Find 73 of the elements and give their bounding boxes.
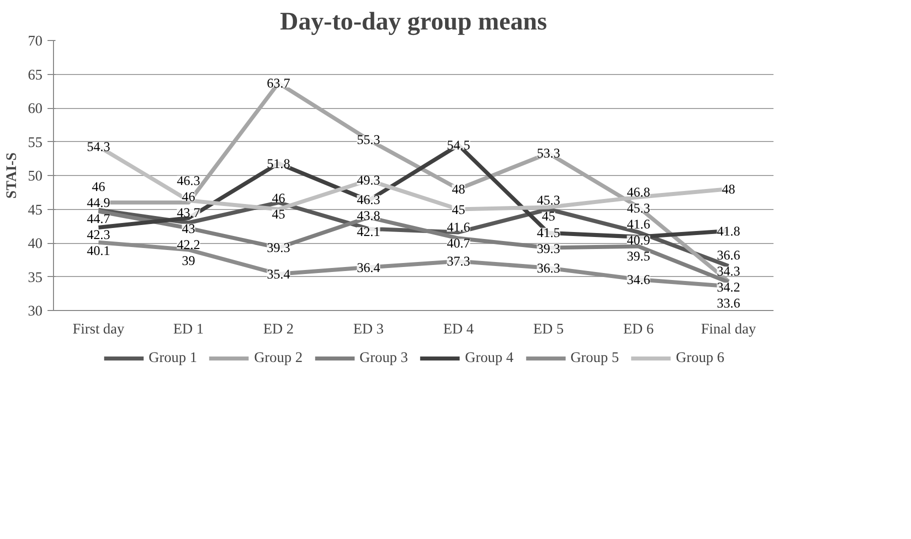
data-label: 33.6 bbox=[716, 295, 740, 310]
data-label: 46.3 bbox=[176, 172, 200, 188]
data-label: 45.3 bbox=[536, 192, 560, 208]
data-label: 41.6 bbox=[626, 216, 650, 232]
data-label: 44.9 bbox=[86, 195, 110, 210]
data-label: 39.5 bbox=[626, 248, 650, 264]
data-label: 43.8 bbox=[356, 208, 380, 224]
legend-label: Group 4 bbox=[465, 350, 514, 366]
data-label: 46.3 bbox=[356, 192, 380, 208]
data-label: 41.8 bbox=[716, 223, 740, 238]
y-tick-label: 60 bbox=[28, 101, 42, 117]
x-tick-label: ED 5 bbox=[533, 322, 564, 338]
data-label: 41.6 bbox=[446, 220, 470, 235]
data-label: 36.3 bbox=[536, 260, 560, 276]
legend-label: Group 6 bbox=[676, 350, 724, 366]
data-label: 45 bbox=[452, 202, 466, 217]
data-label: 39 bbox=[182, 252, 196, 268]
y-tick-label: 40 bbox=[28, 236, 42, 252]
data-label: 42.1 bbox=[356, 224, 380, 240]
data-label: 46 bbox=[272, 190, 286, 206]
x-tick-label: ED 6 bbox=[623, 322, 654, 338]
x-tick-label: ED 1 bbox=[173, 322, 204, 338]
data-label: 48 bbox=[452, 182, 466, 196]
x-tick-label: Final day bbox=[701, 322, 757, 338]
data-label: 44.7 bbox=[86, 211, 110, 226]
data-label: 43.7 bbox=[176, 204, 200, 220]
data-label: 54.3 bbox=[86, 138, 110, 154]
x-tick-label: ED 4 bbox=[443, 322, 474, 338]
data-label: 37.3 bbox=[446, 254, 470, 269]
data-label: 40.7 bbox=[446, 236, 470, 251]
data-label: 55.3 bbox=[356, 132, 380, 148]
legend-label: Group 1 bbox=[148, 350, 198, 366]
data-label: 40.1 bbox=[86, 243, 110, 258]
y-tick-label: 70 bbox=[28, 34, 42, 50]
data-label: 42.2 bbox=[176, 236, 200, 252]
data-label: 35.4 bbox=[266, 266, 290, 282]
data-label: 45 bbox=[272, 206, 286, 222]
y-tick-label: 65 bbox=[28, 67, 42, 84]
data-label: 39.3 bbox=[536, 240, 560, 256]
data-label: 53.3 bbox=[536, 146, 560, 161]
legend-label: Group 5 bbox=[570, 350, 619, 366]
data-label: 41.5 bbox=[536, 224, 560, 240]
chart-title: Day-to-day group means bbox=[280, 8, 548, 36]
data-label: 36.4 bbox=[356, 260, 380, 275]
data-label: 46 bbox=[182, 188, 196, 204]
y-tick-label: 50 bbox=[28, 168, 42, 184]
data-label: 39.3 bbox=[266, 240, 290, 256]
data-label: 46 bbox=[92, 179, 106, 194]
data-label: 34.3 bbox=[716, 263, 740, 278]
data-label: 43 bbox=[182, 220, 196, 236]
data-label: 34.6 bbox=[626, 272, 650, 287]
x-tick-label: ED 2 bbox=[263, 322, 294, 338]
y-tick-label: 55 bbox=[28, 134, 42, 151]
y-tick-label: 35 bbox=[28, 270, 42, 286]
data-label: 49.3 bbox=[356, 172, 380, 188]
data-label: 54.5 bbox=[446, 138, 470, 153]
x-tick-label: First day bbox=[72, 322, 126, 338]
data-label: 42.3 bbox=[86, 227, 110, 242]
data-label: 63.7 bbox=[266, 76, 290, 91]
y-tick-label: 30 bbox=[28, 304, 42, 320]
data-label: 36.6 bbox=[716, 247, 740, 262]
data-label: 51.8 bbox=[266, 156, 290, 171]
data-label: 46.8 bbox=[626, 184, 650, 200]
legend-label: Group 3 bbox=[360, 350, 408, 366]
data-label: 34.2 bbox=[716, 279, 740, 294]
legend-label: Group 2 bbox=[254, 350, 303, 366]
y-axis-title: STAI-S bbox=[4, 152, 20, 199]
data-label: 40.9 bbox=[626, 232, 650, 248]
data-label: 45 bbox=[542, 208, 556, 224]
y-tick-label: 45 bbox=[28, 202, 42, 218]
x-tick-label: ED 3 bbox=[353, 322, 384, 338]
data-label: 48 bbox=[722, 182, 736, 196]
data-label: 45.3 bbox=[626, 200, 650, 216]
